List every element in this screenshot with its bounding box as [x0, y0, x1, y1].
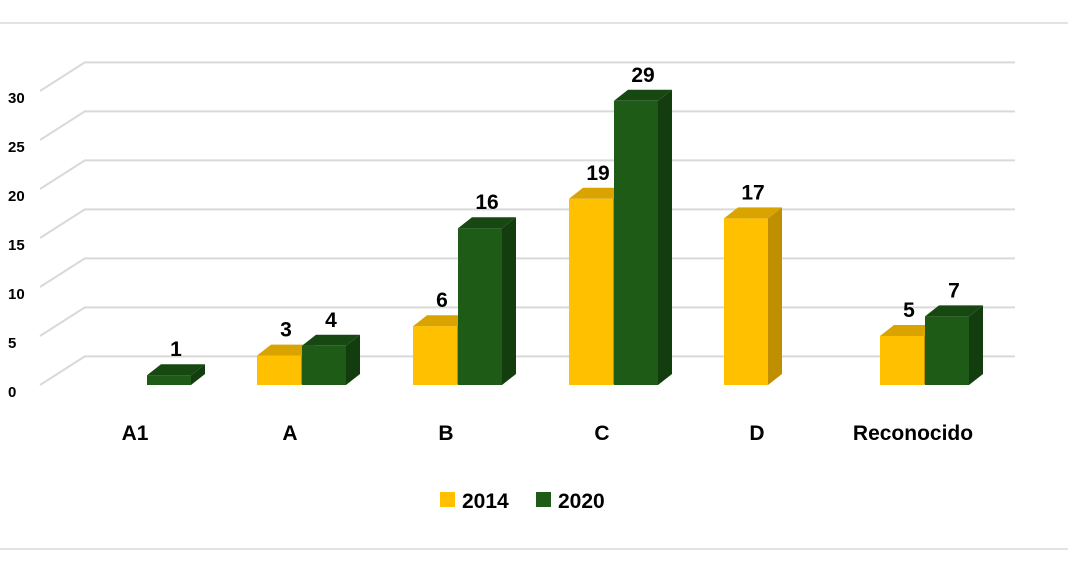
legend-swatch — [536, 492, 551, 507]
bar-front — [724, 218, 768, 385]
bar-front — [147, 375, 191, 385]
gridline — [39, 110, 1015, 141]
bar-top — [302, 334, 360, 346]
gridline — [39, 355, 1015, 386]
bar-A-2020 — [302, 334, 360, 385]
gridline — [39, 159, 1015, 190]
bar-C-2020 — [614, 89, 672, 386]
x-category-label: D — [749, 422, 764, 445]
legend-item-2014: 2014 — [440, 490, 509, 513]
x-category-label: A1 — [122, 422, 149, 445]
data-label: 16 — [475, 191, 498, 214]
bar-top — [880, 325, 938, 336]
data-label: 1 — [170, 338, 182, 361]
bar-front — [925, 316, 969, 385]
bar-front — [257, 355, 301, 385]
bar-top — [614, 89, 672, 101]
bar-front — [614, 100, 658, 386]
data-label: 17 — [741, 181, 764, 204]
gridlines — [39, 61, 1015, 386]
data-label: 4 — [325, 309, 337, 332]
bar-A1-2020 — [147, 364, 205, 385]
bar-Reconocido-2020 — [925, 305, 983, 385]
legend: 2014 2020 — [440, 490, 605, 513]
data-label: 6 — [436, 289, 448, 312]
legend-label: 2020 — [558, 490, 605, 513]
data-labels: 1 3 4 6 16 19 29 17 5 7 — [170, 64, 960, 361]
legend-swatch — [440, 492, 455, 507]
x-category-label: Reconocido — [853, 422, 973, 445]
bar-front — [302, 345, 346, 385]
bar-front — [458, 228, 502, 385]
y-tick-label: 15 — [8, 237, 25, 254]
legend-item-2020: 2020 — [536, 490, 605, 513]
x-category-label: C — [594, 422, 609, 445]
gridline — [39, 61, 1015, 92]
y-tick-label: 5 — [8, 335, 16, 352]
data-label: 7 — [948, 279, 960, 302]
bars — [147, 89, 983, 386]
bar-B-2020 — [458, 217, 516, 385]
bar-front — [569, 198, 613, 385]
bar-side — [969, 305, 983, 385]
bar-D-2014 — [724, 207, 782, 385]
y-tick-label: 10 — [8, 286, 25, 303]
bar-side — [346, 334, 360, 385]
bar-front — [413, 326, 457, 385]
frame-lines — [0, 22, 1068, 550]
bar-top — [569, 187, 627, 199]
bar-B-2014 — [413, 315, 471, 385]
legend-label: 2014 — [462, 490, 509, 513]
bar-top — [413, 315, 471, 327]
bar-side — [502, 217, 516, 385]
bar-top — [458, 217, 516, 229]
gridline — [39, 306, 1015, 337]
data-label: 19 — [586, 162, 609, 185]
y-tick-label: 30 — [8, 90, 25, 107]
y-tick-label: 20 — [8, 188, 25, 205]
bar-side — [191, 364, 205, 385]
bar-top — [724, 207, 782, 219]
x-axis-categories: A1 A B C D Reconocido — [122, 422, 974, 445]
y-tick-label: 0 — [8, 384, 16, 401]
bar-side — [768, 207, 782, 385]
data-label: 29 — [631, 64, 654, 87]
x-category-label: B — [438, 422, 453, 445]
x-category-label: A — [282, 422, 297, 445]
bar-top — [925, 305, 983, 317]
bar-top — [257, 344, 315, 356]
y-tick-label: 25 — [8, 139, 25, 156]
bar-top — [147, 364, 205, 376]
data-label: 3 — [280, 319, 292, 342]
bar-front — [880, 336, 924, 385]
data-label: 5 — [903, 299, 915, 322]
bar-side — [658, 89, 672, 386]
y-axis-ticks: 0 5 10 15 20 25 30 — [8, 90, 25, 401]
gridline — [39, 208, 1015, 239]
gridline — [39, 257, 1015, 288]
